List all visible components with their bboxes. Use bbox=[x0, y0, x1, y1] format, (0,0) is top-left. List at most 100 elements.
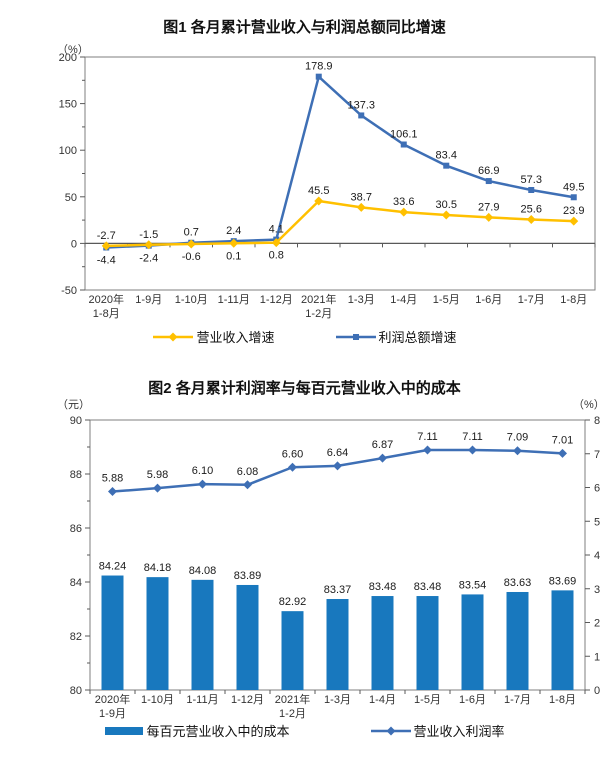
svg-text:86: 86 bbox=[70, 523, 82, 535]
series-line-0 bbox=[101, 196, 579, 251]
svg-text:2021年: 2021年 bbox=[301, 292, 336, 306]
line-labels: 5.88 5.98 6.10 6.08 6.60 6.64 6.87 7.11 7.11 7.09… bbox=[102, 431, 573, 485]
diamond-marker bbox=[468, 445, 477, 455]
svg-text:84.24: 84.24 bbox=[99, 561, 127, 573]
svg-text:2: 2 bbox=[594, 618, 600, 630]
svg-text:7.11: 7.11 bbox=[417, 431, 438, 443]
svg-text:1-8月: 1-8月 bbox=[93, 308, 120, 320]
svg-text:66.9: 66.9 bbox=[478, 165, 499, 177]
diamond-marker bbox=[168, 332, 178, 341]
diamond-marker bbox=[484, 212, 494, 222]
svg-text:2021年: 2021年 bbox=[275, 692, 310, 706]
svg-text:178.9: 178.9 bbox=[305, 61, 333, 73]
diamond-marker bbox=[378, 453, 387, 463]
svg-text:2020年: 2020年 bbox=[95, 692, 130, 706]
svg-text:1-11月: 1-11月 bbox=[186, 694, 218, 706]
bar bbox=[551, 590, 574, 690]
svg-text:1-8月: 1-8月 bbox=[549, 694, 576, 706]
diamond-marker bbox=[229, 238, 239, 248]
diamond-marker bbox=[386, 726, 395, 735]
diamond-marker bbox=[288, 462, 297, 472]
svg-text:30.5: 30.5 bbox=[436, 199, 457, 211]
svg-text:1-2月: 1-2月 bbox=[305, 308, 332, 320]
x-axis bbox=[89, 690, 586, 694]
diamond-marker bbox=[153, 483, 162, 493]
chart2-legend: 每百元营业收入中的成本 营业收入利润率 bbox=[0, 721, 609, 740]
svg-text:82: 82 bbox=[70, 631, 82, 643]
svg-text:84.18: 84.18 bbox=[144, 562, 172, 574]
series-line-1 bbox=[103, 73, 577, 251]
svg-text:0.1: 0.1 bbox=[226, 250, 241, 262]
diamond-marker bbox=[101, 241, 111, 251]
svg-text:5.98: 5.98 bbox=[147, 469, 168, 481]
svg-text:83.48: 83.48 bbox=[369, 581, 397, 593]
diamond-marker bbox=[333, 461, 342, 471]
svg-text:1-6月: 1-6月 bbox=[459, 694, 486, 706]
svg-text:27.9: 27.9 bbox=[478, 201, 499, 213]
svg-text:5: 5 bbox=[594, 516, 600, 528]
diamond-marker bbox=[186, 239, 196, 249]
square-marker bbox=[528, 186, 535, 193]
chart2-plot-area: 90 88 86 84 82 80 8 7 6 5 4 3 2 1 0 84.24 84.18 84.08 83.8… bbox=[70, 415, 600, 719]
diamond-marker bbox=[399, 207, 409, 217]
svg-text:8: 8 bbox=[594, 415, 600, 427]
svg-text:137.3: 137.3 bbox=[347, 99, 375, 111]
x-axis-labels: 2020年 1-8月 1-9月 1-10月 1-11月 1-12月 2021年 1-2月 1-3… bbox=[89, 292, 588, 320]
svg-text:6: 6 bbox=[594, 483, 600, 495]
svg-text:1-9月: 1-9月 bbox=[99, 708, 126, 719]
svg-text:200: 200 bbox=[59, 52, 77, 64]
svg-text:83.63: 83.63 bbox=[504, 577, 532, 589]
svg-text:6.10: 6.10 bbox=[192, 465, 213, 477]
svg-text:83.54: 83.54 bbox=[459, 579, 487, 591]
square-marker bbox=[352, 333, 359, 340]
chart2-left-unit-label: （元） bbox=[57, 399, 90, 411]
profit-growth-legend-label: 利润总额增速 bbox=[378, 330, 457, 345]
svg-text:1-2月: 1-2月 bbox=[279, 708, 306, 719]
legend-item-profit-growth: 利润总额增速 bbox=[335, 327, 457, 346]
square-marker bbox=[315, 73, 322, 80]
svg-text:83.4: 83.4 bbox=[436, 150, 457, 162]
square-marker bbox=[570, 194, 577, 201]
svg-text:1-3月: 1-3月 bbox=[324, 694, 351, 706]
bar bbox=[461, 594, 484, 690]
svg-text:83.69: 83.69 bbox=[549, 575, 577, 587]
svg-text:2.4: 2.4 bbox=[226, 225, 241, 237]
svg-text:1-12月: 1-12月 bbox=[260, 294, 293, 306]
diamond-marker bbox=[513, 446, 522, 456]
cost-legend-label: 每百元营业收入中的成本 bbox=[146, 724, 290, 739]
svg-text:1: 1 bbox=[594, 651, 600, 663]
svg-text:1-12月: 1-12月 bbox=[231, 694, 264, 706]
profit-margin-line bbox=[108, 445, 567, 497]
diamond-marker bbox=[243, 480, 252, 490]
svg-text:88: 88 bbox=[70, 469, 82, 481]
svg-text:4.1: 4.1 bbox=[269, 224, 284, 236]
svg-text:6.87: 6.87 bbox=[372, 439, 393, 451]
bar bbox=[326, 599, 349, 690]
chart1-plot-area: 200 150 100 50 0 -50 -2.7 -4.4 -1.5 -2.4 0.7 -0.6 2.… bbox=[59, 52, 596, 320]
svg-text:6.64: 6.64 bbox=[327, 447, 348, 459]
svg-text:1-10月: 1-10月 bbox=[141, 694, 174, 706]
svg-text:7.01: 7.01 bbox=[552, 434, 573, 446]
svg-text:3: 3 bbox=[594, 584, 600, 596]
svg-text:25.6: 25.6 bbox=[521, 204, 542, 216]
bar bbox=[281, 611, 304, 690]
y-axis: 200 150 100 50 0 -50 bbox=[59, 52, 85, 297]
diamond-marker bbox=[569, 216, 579, 226]
diamond-marker bbox=[441, 210, 451, 220]
svg-text:1-9月: 1-9月 bbox=[135, 294, 162, 306]
diamond-marker bbox=[144, 240, 154, 250]
svg-text:6.08: 6.08 bbox=[237, 466, 258, 478]
plot-border bbox=[84, 56, 596, 291]
svg-text:80: 80 bbox=[70, 685, 82, 697]
bar bbox=[371, 596, 394, 690]
svg-text:1-10月: 1-10月 bbox=[175, 294, 208, 306]
svg-text:0.8: 0.8 bbox=[269, 250, 284, 262]
svg-text:150: 150 bbox=[59, 99, 77, 111]
svg-text:4: 4 bbox=[594, 550, 600, 562]
svg-text:7.11: 7.11 bbox=[462, 431, 483, 443]
svg-text:83.48: 83.48 bbox=[414, 581, 442, 593]
bar bbox=[146, 577, 169, 690]
square-marker bbox=[443, 162, 450, 169]
svg-text:1-4月: 1-4月 bbox=[369, 694, 396, 706]
svg-text:1-11月: 1-11月 bbox=[218, 294, 250, 306]
